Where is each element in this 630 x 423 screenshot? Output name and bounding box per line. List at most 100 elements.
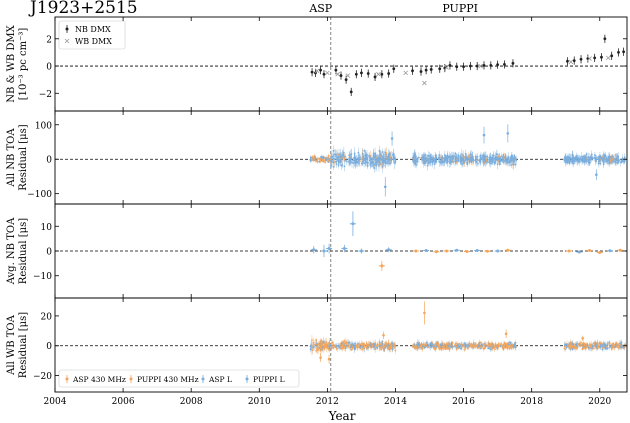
data-point xyxy=(418,346,421,349)
data-point xyxy=(488,344,490,347)
data-point xyxy=(353,152,356,155)
data-point xyxy=(622,160,625,163)
data-point xyxy=(413,159,416,162)
legend-marker xyxy=(245,377,249,381)
data-point xyxy=(478,345,481,348)
data-point xyxy=(321,344,324,347)
data-point xyxy=(485,249,489,253)
data-point xyxy=(442,347,445,349)
data-point xyxy=(310,70,314,74)
data-point xyxy=(509,341,512,344)
data-point xyxy=(511,343,514,346)
data-point xyxy=(417,343,420,346)
data-point xyxy=(343,165,346,168)
data-point xyxy=(596,341,599,344)
x-tick-label: 2016 xyxy=(452,397,475,407)
panel-frame xyxy=(54,297,628,393)
data-point xyxy=(451,158,454,161)
backend-label-puppi: PUPPI xyxy=(442,2,478,15)
data-point xyxy=(508,161,511,164)
data-point xyxy=(514,163,517,166)
data-point xyxy=(372,158,374,161)
data-point xyxy=(591,156,594,159)
data-point xyxy=(330,347,333,350)
data-point xyxy=(449,156,452,158)
data-point xyxy=(362,159,365,161)
data-point xyxy=(340,342,343,345)
data-point xyxy=(612,343,615,346)
data-point xyxy=(376,157,378,160)
data-point xyxy=(446,161,449,163)
data-point xyxy=(459,156,462,159)
data-point xyxy=(584,157,587,160)
data-point xyxy=(342,342,345,345)
data-point xyxy=(424,68,428,72)
data-point xyxy=(438,154,441,157)
data-point xyxy=(605,158,608,160)
data-point xyxy=(609,345,612,348)
data-point xyxy=(579,57,583,61)
data-point xyxy=(487,158,489,161)
data-point xyxy=(389,347,392,350)
data-point xyxy=(326,160,329,163)
data-point xyxy=(422,345,424,348)
data-point xyxy=(389,156,392,159)
data-point xyxy=(440,342,443,345)
y-axis-label: Residual [μs] xyxy=(18,312,29,378)
data-point xyxy=(414,156,417,158)
x-tick-label: 2008 xyxy=(180,397,203,407)
data-point xyxy=(605,160,608,162)
data-point xyxy=(309,156,312,159)
data-point xyxy=(384,151,387,154)
data-point xyxy=(325,70,330,76)
data-point xyxy=(344,340,347,343)
y-tick-label: 0 xyxy=(46,63,52,73)
data-point xyxy=(491,347,493,350)
data-point xyxy=(567,249,571,253)
data-point xyxy=(332,150,335,152)
data-point xyxy=(585,153,588,156)
data-point xyxy=(425,342,428,344)
data-point xyxy=(511,159,514,162)
x-ticks xyxy=(54,17,601,111)
legend-label: PUPPI L xyxy=(253,375,285,384)
y-ticks: −20 0 20 xyxy=(33,312,627,382)
data-point xyxy=(593,156,596,159)
legend-label: PUPPI 430 MHz xyxy=(137,375,199,384)
data-point xyxy=(351,343,353,346)
data-point xyxy=(463,342,466,345)
data-point xyxy=(343,346,346,349)
data-point xyxy=(451,341,454,344)
data-point xyxy=(376,344,379,347)
data-point xyxy=(366,162,369,165)
data-point xyxy=(568,59,574,65)
data-point xyxy=(489,63,493,67)
data-point xyxy=(611,158,613,161)
data-point xyxy=(435,160,437,163)
data-point xyxy=(494,345,497,348)
data-point xyxy=(445,159,448,161)
data-point xyxy=(512,163,515,166)
data-point xyxy=(314,68,320,74)
data-point xyxy=(595,158,598,161)
data-points xyxy=(309,301,627,364)
data-point xyxy=(376,346,378,349)
data-point xyxy=(452,155,455,158)
data-point xyxy=(434,157,436,160)
data-point xyxy=(488,161,491,164)
data-point xyxy=(454,344,457,347)
data-point xyxy=(373,343,376,346)
data-point xyxy=(382,346,385,349)
data-point xyxy=(360,162,363,165)
data-point xyxy=(416,158,419,160)
data-point xyxy=(375,163,378,166)
data-point xyxy=(425,159,428,162)
data-point xyxy=(482,347,485,350)
data-point xyxy=(328,342,331,345)
data-point xyxy=(600,342,603,345)
data-point xyxy=(603,345,606,347)
legend-label: NB DMX xyxy=(75,25,111,34)
data-point xyxy=(403,70,408,76)
y-axis-label: All NB TOA xyxy=(6,128,17,188)
data-point xyxy=(478,63,483,69)
